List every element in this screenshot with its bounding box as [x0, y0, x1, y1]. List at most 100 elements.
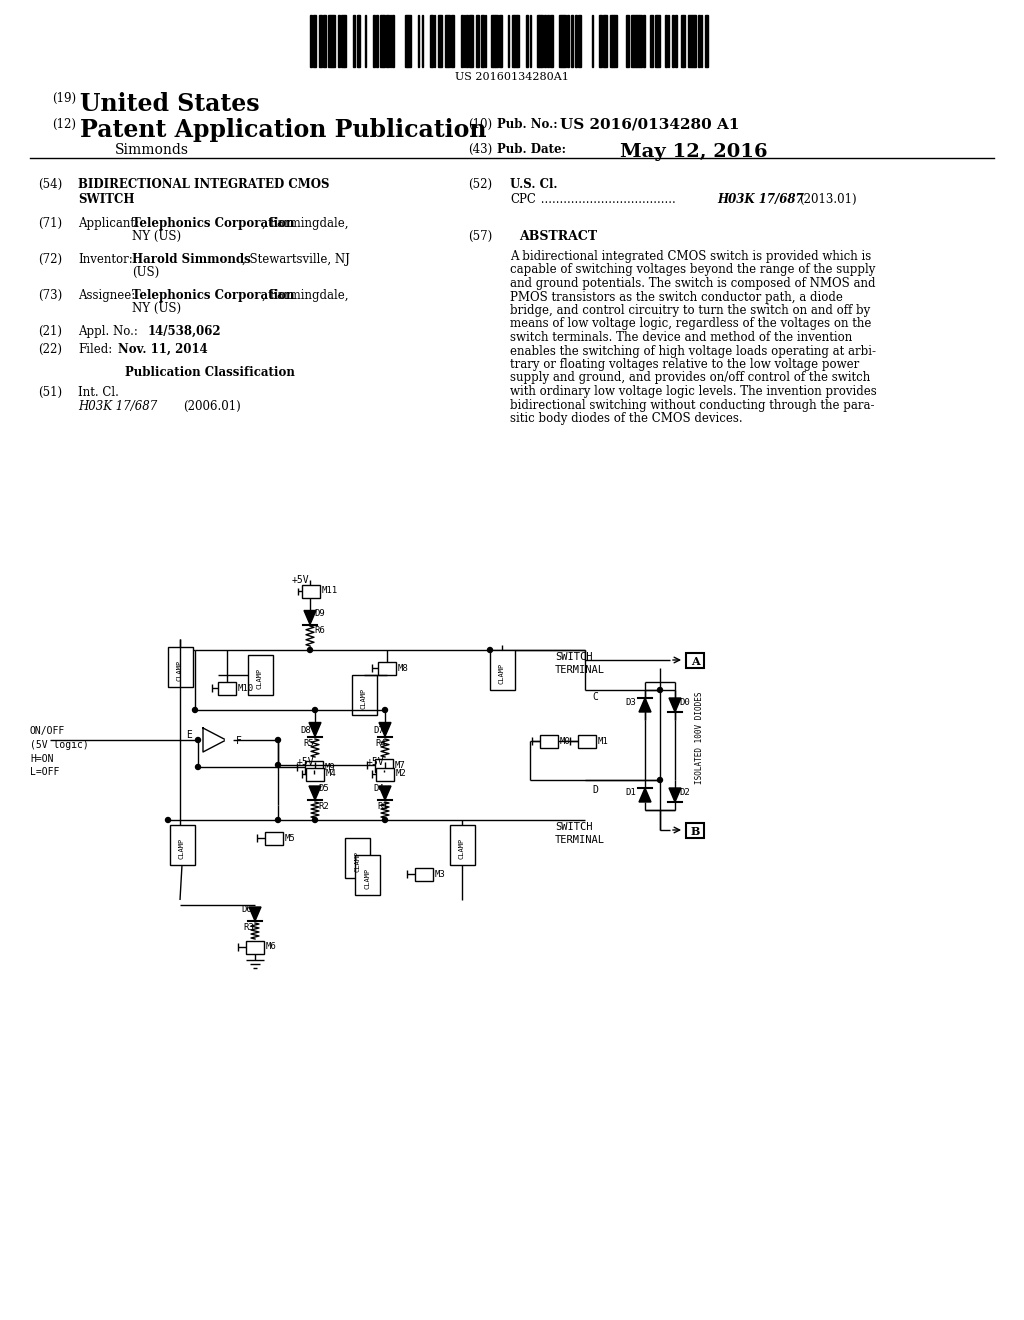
Text: D2: D2 [679, 788, 690, 797]
Text: E: E [186, 730, 191, 741]
Polygon shape [669, 698, 681, 711]
Bar [517, 15, 519, 67]
Text: BIDIRECTIONAL INTEGRATED CMOS: BIDIRECTIONAL INTEGRATED CMOS [78, 178, 330, 191]
Text: L=OFF: L=OFF [30, 767, 59, 777]
Text: United States: United States [80, 92, 260, 116]
Bar [564, 15, 566, 67]
Text: Nov. 11, 2014: Nov. 11, 2014 [118, 343, 208, 356]
Bar [451, 15, 454, 67]
Text: CLAMP: CLAMP [257, 668, 263, 689]
Bar [539, 15, 541, 67]
Text: H=ON: H=ON [30, 754, 53, 764]
Text: Assignee:: Assignee: [78, 289, 135, 302]
Bar [310, 15, 312, 67]
Bar [353, 15, 355, 67]
Bar [578, 15, 581, 67]
Text: R6: R6 [314, 626, 325, 635]
Text: CLAMP: CLAMP [354, 850, 360, 871]
Text: +5V: +5V [367, 756, 385, 767]
Bar [499, 15, 501, 67]
Bar [331, 15, 333, 67]
Text: Publication Classification: Publication Classification [125, 366, 295, 379]
Bar [319, 15, 322, 67]
Bar [692, 15, 694, 67]
Text: TERMINAL: TERMINAL [555, 836, 605, 845]
Text: trary or floating voltages relative to the low voltage power: trary or floating voltages relative to t… [510, 358, 859, 371]
Text: CLAMP: CLAMP [364, 867, 370, 888]
Text: H03K 17/687: H03K 17/687 [78, 400, 158, 413]
Text: M3: M3 [435, 870, 445, 879]
Bar [248, 655, 273, 696]
Bar [655, 15, 657, 67]
Bar [383, 15, 385, 67]
Text: D1: D1 [625, 788, 636, 797]
Text: , Farmingdale,: , Farmingdale, [262, 289, 348, 302]
Text: (54): (54) [38, 178, 62, 191]
Bar [440, 15, 442, 67]
Text: C: C [592, 692, 598, 702]
Text: Pub. No.:: Pub. No.: [497, 117, 558, 131]
Bar [376, 15, 378, 67]
Text: (2013.01): (2013.01) [799, 193, 857, 206]
Polygon shape [309, 722, 321, 737]
Text: and ground potentials. The switch is composed of NMOS and: and ground potentials. The switch is com… [510, 277, 876, 290]
Text: SWITCH: SWITCH [78, 193, 134, 206]
Text: M2: M2 [396, 770, 407, 777]
Text: M4: M4 [326, 770, 337, 777]
Text: bidirectional switching without conducting through the para-: bidirectional switching without conducti… [510, 399, 874, 412]
Bar [639, 15, 642, 67]
Polygon shape [669, 788, 681, 803]
Bar [341, 15, 344, 67]
Text: (51): (51) [38, 385, 62, 399]
Bar [512, 15, 514, 67]
Text: ON/OFF: ON/OFF [30, 726, 66, 737]
Bar [466, 15, 468, 67]
Text: R4: R4 [375, 739, 386, 748]
Bar [170, 825, 195, 865]
Circle shape [307, 648, 312, 652]
Text: May 12, 2016: May 12, 2016 [620, 143, 768, 161]
Text: NY (US): NY (US) [132, 302, 181, 315]
Text: Simmonds: Simmonds [115, 143, 189, 157]
Bar [605, 15, 607, 67]
Circle shape [275, 738, 281, 742]
Bar [386, 15, 389, 67]
Text: H03K 17/687: H03K 17/687 [717, 193, 804, 206]
Text: M6: M6 [266, 942, 276, 950]
Text: switch terminals. The device and method of the invention: switch terminals. The device and method … [510, 331, 852, 345]
Bar [686, 822, 705, 838]
Text: (22): (22) [38, 343, 62, 356]
Text: CLAMP: CLAMP [499, 663, 505, 684]
Text: with ordinary low voltage logic levels. The invention provides: with ordinary low voltage logic levels. … [510, 385, 877, 399]
Text: M8: M8 [398, 664, 409, 673]
Text: (73): (73) [38, 289, 62, 302]
Text: CLAMP: CLAMP [179, 837, 185, 858]
Text: CLAMP: CLAMP [361, 688, 367, 709]
Bar [514, 15, 517, 67]
Bar [705, 15, 707, 67]
Bar [392, 15, 394, 67]
Bar [449, 15, 450, 67]
Text: M10: M10 [238, 684, 254, 693]
Circle shape [275, 763, 281, 767]
Bar [380, 15, 383, 67]
Text: capable of switching voltages beyond the range of the supply: capable of switching voltages beyond the… [510, 264, 876, 276]
Text: Harold Simmonds: Harold Simmonds [132, 253, 251, 267]
Text: M5: M5 [285, 834, 296, 843]
Bar [168, 647, 193, 686]
Circle shape [383, 817, 387, 822]
Text: sitic body diodes of the CMOS devices.: sitic body diodes of the CMOS devices. [510, 412, 742, 425]
Text: ....................................: .................................... [537, 193, 676, 206]
Bar [218, 682, 236, 696]
Text: (2006.01): (2006.01) [183, 400, 241, 413]
Polygon shape [639, 698, 651, 711]
Text: D: D [592, 785, 598, 795]
Text: A: A [690, 656, 699, 667]
Text: ISOLATED 100V DIODES: ISOLATED 100V DIODES [695, 692, 705, 784]
Text: NY (US): NY (US) [132, 230, 181, 243]
Text: (19): (19) [52, 92, 76, 106]
Text: Appl. No.:: Appl. No.: [78, 325, 138, 338]
Text: , Farmingdale,: , Farmingdale, [262, 216, 348, 230]
Text: enables the switching of high voltage loads operating at arbi-: enables the switching of high voltage lo… [510, 345, 876, 358]
Bar [493, 15, 495, 67]
